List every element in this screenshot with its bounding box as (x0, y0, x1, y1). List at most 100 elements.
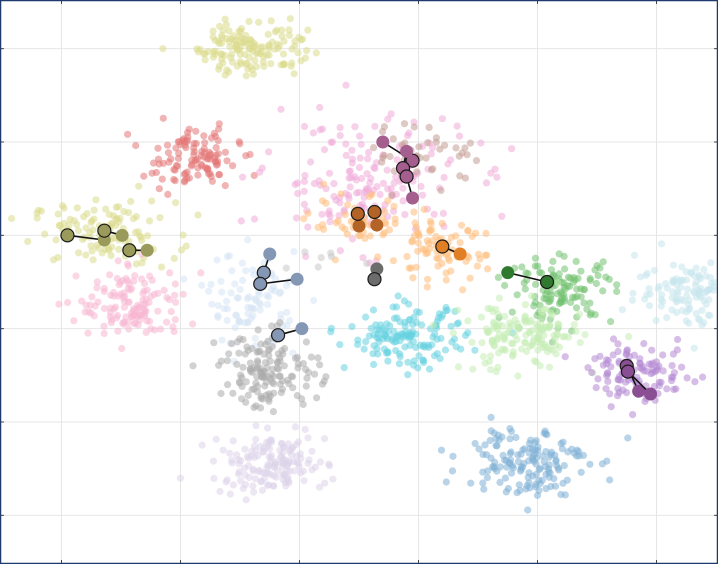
data-point (520, 445, 529, 453)
data-point (550, 331, 558, 339)
data-point (252, 379, 260, 387)
data-point (235, 138, 243, 146)
data-point (362, 338, 370, 346)
data-point (172, 199, 180, 207)
data-point (82, 251, 90, 259)
data-point (327, 328, 335, 336)
data-point (384, 197, 392, 205)
data-point (336, 124, 344, 132)
data-point (472, 229, 480, 237)
data-point (531, 254, 540, 262)
data-point (396, 318, 404, 326)
data-point (515, 481, 523, 489)
data-point (82, 224, 90, 232)
data-point (628, 296, 637, 304)
data-point (125, 325, 133, 333)
data-point (413, 308, 421, 316)
data-point (301, 425, 309, 433)
prototype-target-marker (263, 247, 277, 261)
data-point (138, 236, 146, 245)
data-point (517, 465, 525, 474)
data-point (409, 328, 417, 336)
data-point (194, 171, 202, 179)
data-point (400, 120, 409, 128)
data-point (508, 145, 516, 153)
data-point (266, 445, 274, 453)
data-point (530, 357, 539, 365)
data-point (155, 185, 163, 193)
data-point (573, 285, 581, 293)
data-point (269, 482, 278, 490)
data-point (316, 126, 324, 134)
prototype-target-marker (644, 387, 658, 401)
data-point (288, 59, 296, 67)
data-point (506, 435, 514, 443)
data-point (272, 458, 280, 466)
data-point (299, 360, 307, 368)
data-point (182, 242, 190, 250)
data-point (277, 105, 285, 113)
data-point (484, 265, 492, 273)
data-point (128, 312, 136, 321)
data-point (85, 308, 93, 316)
data-point (542, 485, 550, 493)
data-point (447, 156, 455, 164)
data-point (271, 45, 279, 53)
data-point (425, 123, 433, 131)
data-point (657, 240, 666, 248)
data-point (93, 278, 101, 286)
data-point (231, 280, 239, 288)
data-point (206, 155, 214, 163)
data-point (455, 132, 464, 140)
data-point (160, 286, 168, 294)
data-point (607, 318, 615, 326)
data-point (212, 144, 220, 152)
data-point (263, 291, 271, 299)
data-point (289, 458, 297, 466)
data-point (215, 125, 223, 133)
data-point (648, 346, 656, 354)
data-point (320, 180, 328, 188)
data-point (298, 395, 306, 403)
data-point (411, 219, 419, 227)
data-point (189, 320, 197, 328)
data-point (422, 154, 430, 162)
data-point (495, 294, 503, 302)
data-point (320, 146, 329, 154)
data-point (496, 463, 504, 471)
data-point (229, 389, 237, 397)
data-point (24, 237, 32, 246)
data-point (524, 270, 532, 278)
data-point (316, 103, 324, 112)
data-point (568, 445, 576, 453)
data-point (218, 288, 226, 296)
data-point (213, 256, 221, 264)
data-point (139, 296, 147, 304)
data-point (625, 352, 634, 361)
data-point (171, 177, 179, 185)
data-point (229, 162, 237, 170)
prototype-target-marker (352, 219, 366, 233)
data-point (364, 155, 372, 163)
data-point (247, 367, 255, 376)
data-point (543, 431, 551, 439)
data-point (150, 159, 158, 167)
data-point (216, 487, 224, 496)
data-point (370, 144, 378, 152)
data-point (64, 298, 72, 307)
data-point (572, 304, 581, 312)
data-point (692, 264, 700, 272)
data-point (316, 361, 324, 369)
data-point (194, 164, 202, 172)
data-point (300, 477, 308, 485)
data-point (639, 363, 647, 371)
data-point (358, 174, 366, 183)
data-point (320, 435, 329, 443)
data-point (487, 366, 495, 374)
data-point (165, 296, 173, 304)
data-point (380, 123, 388, 131)
data-point (504, 484, 512, 493)
data-point (219, 446, 227, 454)
data-point (518, 263, 526, 271)
data-point (234, 294, 242, 302)
